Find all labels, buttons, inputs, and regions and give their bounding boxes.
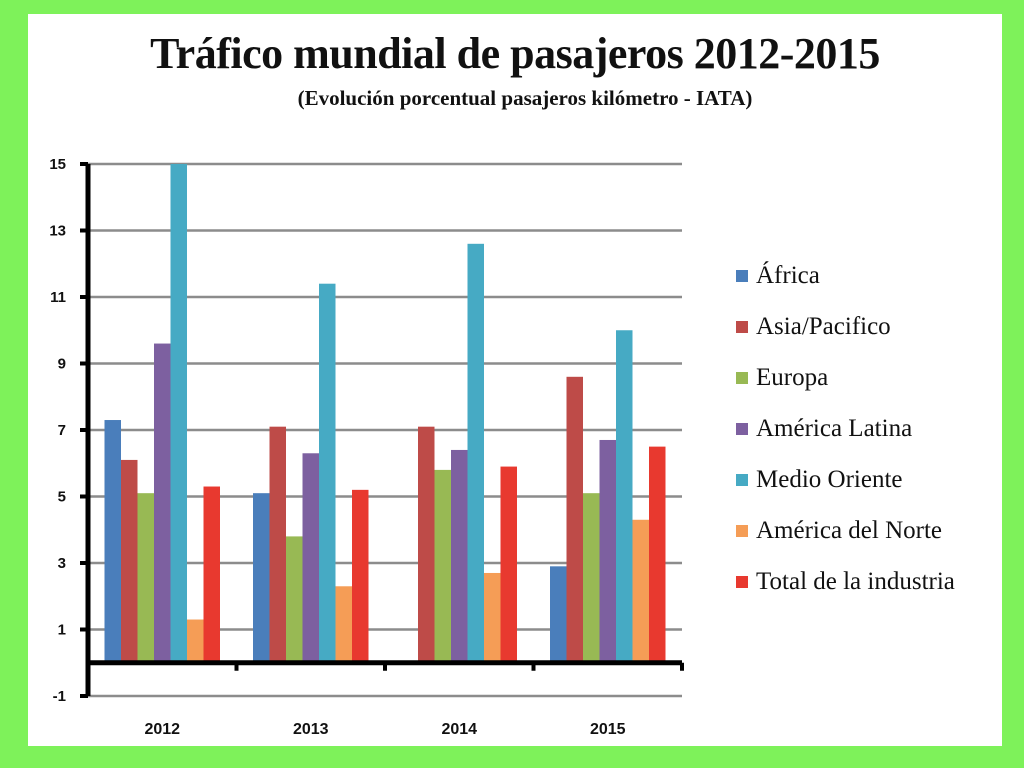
legend-swatch — [736, 371, 748, 384]
y-tick-label: 13 — [49, 223, 66, 240]
bar — [335, 586, 352, 663]
y-tick-label: 15 — [49, 156, 66, 173]
y-tick-labels: 15 13 11 9 7 5 3 1 -1 — [49, 156, 66, 705]
legend-item: Asia/Pacifico — [736, 301, 955, 352]
bar — [484, 572, 501, 663]
x-tick-label: 2014 — [441, 721, 477, 738]
y-tick-label: 9 — [58, 356, 66, 373]
bar — [649, 446, 666, 663]
legend-item: Medio Oriente — [736, 454, 955, 505]
y-tick-label: -1 — [53, 688, 66, 705]
bar — [550, 566, 567, 663]
bar — [154, 343, 171, 663]
legend: África Asia/Pacifico Europa América Latina M… — [736, 250, 955, 607]
bar — [632, 519, 649, 663]
bar — [467, 243, 484, 663]
slide: Tráfico mundial de pasajeros 2012-2015 (… — [28, 14, 1002, 746]
bar — [434, 469, 451, 663]
bar — [137, 493, 154, 663]
bar — [187, 619, 204, 663]
legend-item: América del Norte — [736, 505, 955, 556]
axes — [80, 162, 684, 698]
legend-label: Asia/Pacifico — [756, 312, 891, 340]
bar — [616, 330, 633, 663]
chart-subtitle: (Evolución porcentual pasajeros kilómetr… — [297, 86, 753, 110]
x-tick-label: 2013 — [293, 721, 329, 738]
bar — [500, 466, 517, 663]
legend-label: Total de la industria — [756, 567, 955, 595]
bars — [104, 164, 666, 663]
legend-swatch — [736, 473, 748, 486]
x-tick-labels: 2012 2013 2014 2015 — [144, 721, 625, 738]
chart-title: Tráfico mundial de pasajeros 2012-2015 — [150, 29, 880, 78]
bar — [319, 283, 336, 663]
y-tick-label: 7 — [58, 422, 66, 439]
bar — [104, 420, 121, 663]
bar — [253, 493, 270, 663]
legend-swatch — [736, 269, 748, 282]
bar — [566, 376, 583, 663]
bar — [451, 449, 468, 663]
x-tick-label: 2015 — [590, 721, 626, 738]
legend-label: América del Norte — [756, 516, 943, 544]
legend-swatch — [736, 422, 748, 435]
legend-item: África — [736, 250, 955, 301]
legend-label: Europa — [756, 363, 829, 391]
bar — [170, 164, 187, 663]
bar — [269, 426, 286, 663]
x-tick-label: 2012 — [144, 721, 180, 738]
legend-label: África — [756, 261, 820, 289]
legend-swatch — [736, 524, 748, 537]
y-tick-label: 3 — [58, 555, 66, 572]
bar — [121, 459, 138, 663]
bar — [418, 426, 435, 663]
bar — [599, 439, 616, 663]
y-tick-label: 1 — [58, 622, 66, 639]
legend-swatch — [736, 320, 748, 333]
bar — [286, 536, 303, 663]
legend-swatch — [736, 575, 748, 588]
bar — [203, 486, 220, 663]
y-tick-label: 11 — [50, 289, 66, 306]
bar — [352, 489, 369, 663]
legend-item: Europa — [736, 352, 955, 403]
bar — [302, 453, 319, 663]
legend-label: Medio Oriente — [756, 465, 903, 493]
bar-chart: 15 13 11 9 7 5 3 1 -1 2012 2013 2014 2015 — [49, 156, 684, 738]
bar — [583, 493, 600, 663]
legend-item: América Latina — [736, 403, 955, 454]
y-tick-label: 5 — [58, 489, 66, 506]
legend-label: América Latina — [756, 414, 913, 442]
legend-item: Total de la industria — [736, 556, 955, 607]
